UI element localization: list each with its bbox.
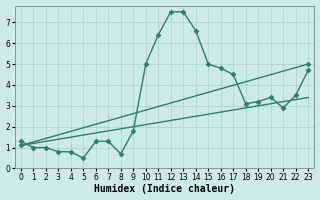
X-axis label: Humidex (Indice chaleur): Humidex (Indice chaleur) [94, 184, 235, 194]
